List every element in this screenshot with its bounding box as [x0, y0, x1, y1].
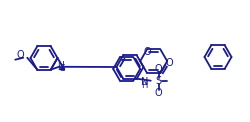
- Text: O: O: [143, 47, 151, 57]
- Text: O: O: [16, 50, 24, 60]
- Text: S: S: [59, 64, 65, 73]
- Text: N: N: [57, 61, 64, 70]
- Text: O: O: [166, 58, 173, 68]
- Text: H: H: [142, 81, 148, 90]
- Text: O: O: [155, 64, 162, 74]
- Text: O: O: [155, 88, 162, 98]
- Text: S: S: [156, 76, 162, 86]
- Text: N: N: [141, 77, 148, 87]
